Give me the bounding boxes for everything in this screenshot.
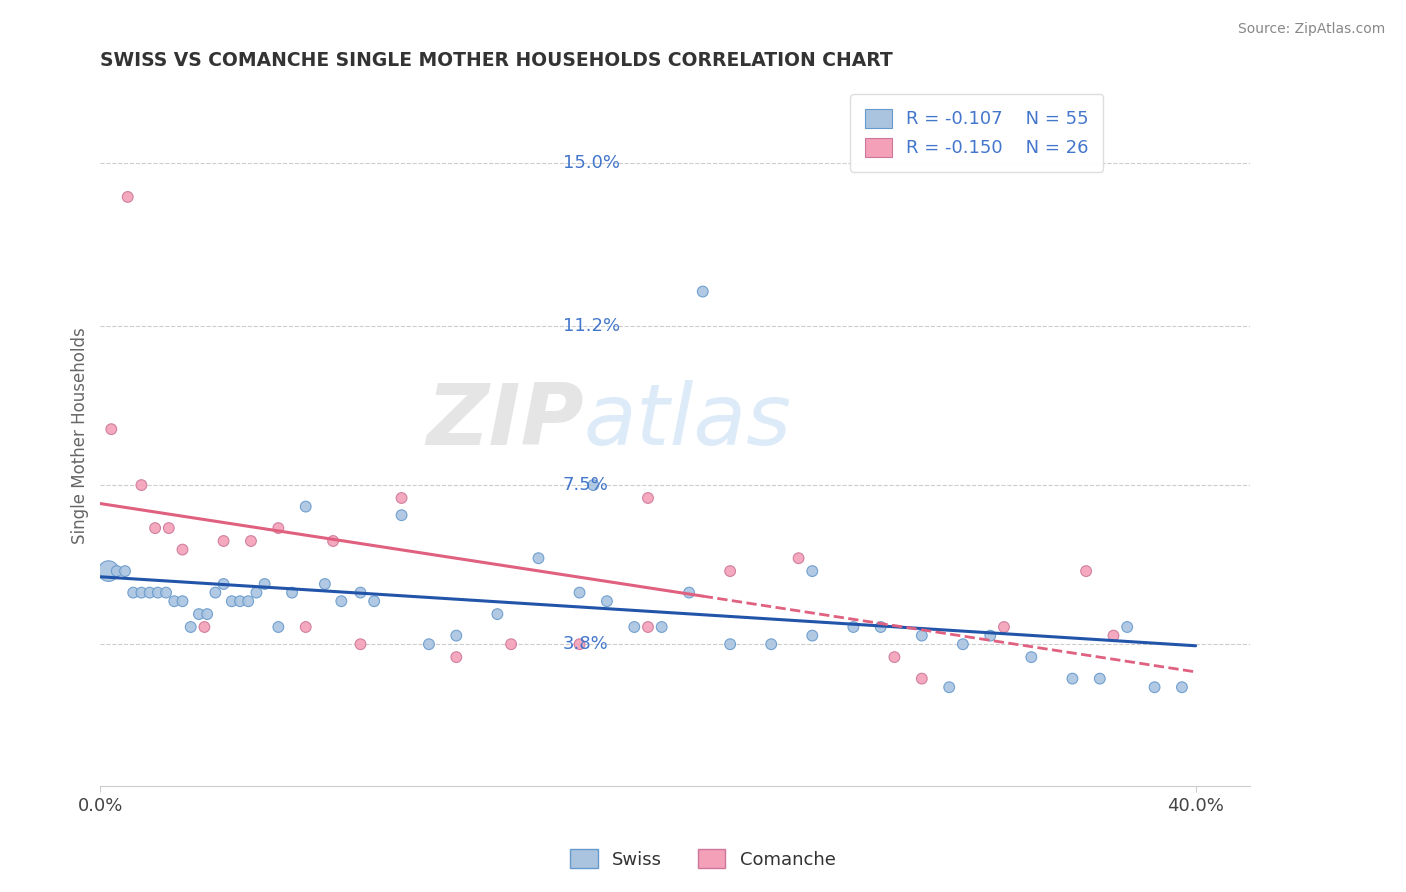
Point [1021,650,1043,665]
Point [322,534,344,549]
Point [1074,564,1097,578]
Point [952,637,974,651]
Point [314,577,336,591]
Point [212,577,235,591]
Point [281,585,304,599]
Point [131,585,153,599]
Text: 3.8%: 3.8% [562,635,609,653]
Point [239,534,262,549]
Point [1088,672,1111,686]
Point [582,478,605,492]
Point [204,585,226,599]
Point [637,620,659,634]
Point [180,620,202,634]
Point [212,534,235,549]
Point [718,564,741,578]
Point [979,629,1001,643]
Point [938,680,960,694]
Point [527,551,550,566]
Point [391,491,413,505]
Point [678,585,700,599]
Point [596,594,619,608]
Point [253,577,276,591]
Point [122,585,145,599]
Point [761,637,783,651]
Point [883,650,905,665]
Point [501,637,523,651]
Point [1102,629,1125,643]
Point [195,607,218,621]
Point [787,551,810,566]
Point [349,637,371,651]
Point [267,620,290,634]
Point [172,542,194,557]
Point [1116,620,1139,634]
Point [801,629,824,643]
Point [363,594,385,608]
Point [172,594,194,608]
Point [1062,672,1084,686]
Point [993,620,1015,634]
Point [294,500,316,514]
Point [100,422,122,436]
Text: atlas: atlas [583,380,792,463]
Point [842,620,865,634]
Point [391,508,413,523]
Point [157,521,180,535]
Point [131,478,153,492]
Text: 11.2%: 11.2% [562,317,620,335]
Point [163,594,186,608]
Point [238,594,260,608]
Point [146,585,169,599]
Point [138,585,160,599]
Legend: R = -0.107    N = 55, R = -0.150    N = 26: R = -0.107 N = 55, R = -0.150 N = 26 [851,95,1104,172]
Text: 15.0%: 15.0% [562,153,620,171]
Point [143,521,166,535]
Text: SWISS VS COMANCHE SINGLE MOTHER HOUSEHOLDS CORRELATION CHART: SWISS VS COMANCHE SINGLE MOTHER HOUSEHOL… [100,51,893,70]
Point [117,190,139,204]
Point [229,594,252,608]
Point [349,585,371,599]
Point [718,637,741,651]
Point [801,564,824,578]
Point [294,620,316,634]
Point [97,564,120,578]
Point [869,620,891,634]
Point [637,491,659,505]
Point [568,637,591,651]
Point [221,594,243,608]
Point [1143,680,1166,694]
Text: ZIP: ZIP [426,380,583,463]
Point [568,585,591,599]
Point [911,672,934,686]
Point [623,620,645,634]
Point [155,585,177,599]
Point [486,607,509,621]
Point [446,650,468,665]
Point [114,564,136,578]
Point [418,637,440,651]
Point [446,629,468,643]
Point [651,620,673,634]
Point [330,594,353,608]
Point [692,285,714,299]
Text: 7.5%: 7.5% [562,476,609,494]
Point [187,607,209,621]
Text: Source: ZipAtlas.com: Source: ZipAtlas.com [1237,22,1385,37]
Point [911,629,934,643]
Y-axis label: Single Mother Households: Single Mother Households [72,327,89,544]
Point [245,585,267,599]
Point [105,564,128,578]
Point [193,620,215,634]
Legend: Swiss, Comanche: Swiss, Comanche [564,841,842,876]
Point [1171,680,1194,694]
Point [267,521,290,535]
